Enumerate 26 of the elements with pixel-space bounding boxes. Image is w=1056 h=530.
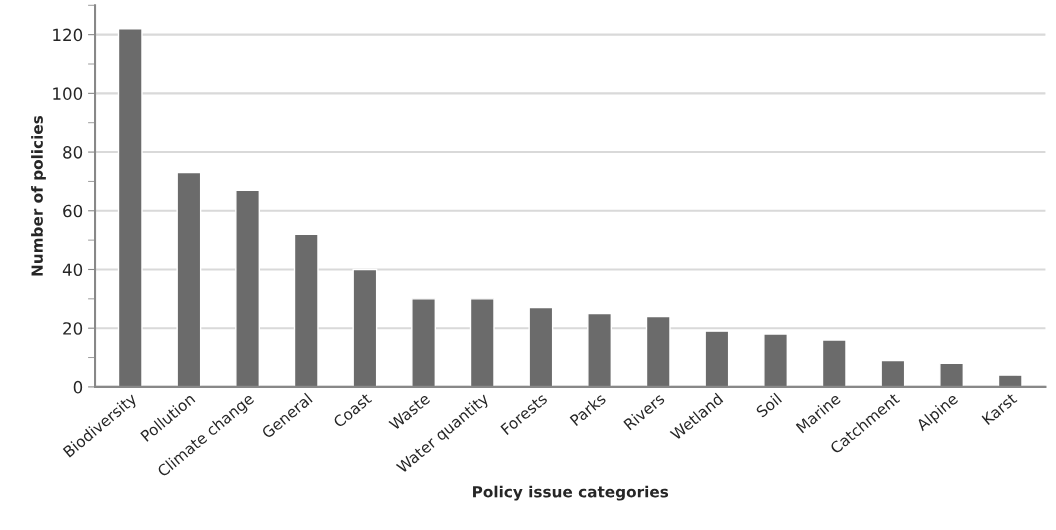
bar: [821, 339, 847, 387]
bar: [704, 330, 730, 387]
bar: [176, 171, 202, 387]
bar: [528, 306, 554, 387]
y-tick-label: 0: [73, 380, 83, 394]
y-tick-label: 20: [63, 322, 83, 335]
y-tick-label: 60: [63, 204, 83, 218]
bar: [411, 298, 437, 387]
x-tick-label: Soil: [755, 392, 783, 418]
bar: [997, 374, 1023, 387]
bar: [587, 312, 613, 387]
x-axis-title: Policy issue categories: [473, 485, 669, 501]
y-tick-label: 120: [53, 28, 83, 42]
bar: [469, 298, 495, 387]
y-tick-label: 100: [53, 87, 83, 100]
bar: [235, 189, 261, 387]
bar: [293, 233, 319, 387]
y-axis-title: Number of policies: [31, 115, 46, 276]
bar: [939, 362, 965, 387]
y-tick-label: 40: [62, 263, 83, 277]
bar: [763, 333, 789, 387]
bar: [880, 359, 906, 387]
bar: [645, 315, 671, 387]
bar: [352, 268, 378, 387]
bar: [117, 28, 143, 387]
y-tick-label: 80: [63, 146, 83, 159]
